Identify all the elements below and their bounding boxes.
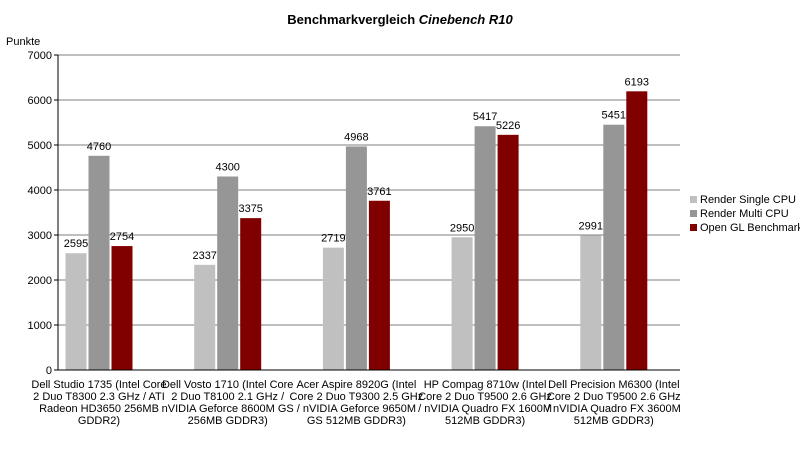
y-tick-label: 1000 bbox=[28, 320, 52, 332]
bar bbox=[111, 246, 133, 370]
value-label: 4968 bbox=[344, 131, 368, 143]
bar bbox=[580, 235, 602, 370]
chart-title: Benchmarkvergleich Cinebench R10 bbox=[287, 12, 513, 27]
x-tick-label: 2 Duo T8300 2.3 GHz / ATI bbox=[33, 391, 165, 403]
bar bbox=[474, 126, 496, 370]
legend-swatch bbox=[690, 210, 697, 217]
x-tick-label: nVIDIA Geforce 8600M GS bbox=[162, 403, 294, 415]
value-label: 6193 bbox=[625, 76, 649, 88]
x-tick-label: Dell Precision M6300 (Intel bbox=[548, 379, 679, 391]
x-tick-label: GDDR2) bbox=[78, 415, 120, 427]
x-tick-label: Dell Vosto 1710 (Intel Core bbox=[162, 379, 293, 391]
value-label: 5226 bbox=[496, 120, 520, 132]
y-tick-label: 5000 bbox=[28, 140, 52, 152]
legend-label: Render Single CPU bbox=[700, 194, 796, 206]
legend-label: Render Multi CPU bbox=[700, 208, 789, 220]
value-label: 2754 bbox=[110, 231, 134, 243]
legend-swatch bbox=[690, 224, 697, 231]
x-tick-label: Core 2 Duo T9500 2.6 GHz bbox=[418, 391, 552, 403]
title-italic: Cinebench R10 bbox=[419, 12, 514, 27]
bar bbox=[451, 237, 473, 370]
value-label: 2719 bbox=[321, 233, 345, 245]
x-tick-label: 256MB GDDR3) bbox=[188, 415, 268, 427]
value-label: 4760 bbox=[87, 141, 111, 153]
x-tick-label: / nVIDIA Geforce 9650M bbox=[297, 403, 416, 415]
value-label: 4300 bbox=[215, 162, 239, 174]
value-label: 2950 bbox=[450, 222, 474, 234]
bar bbox=[240, 218, 262, 370]
x-tick-label: Acer Aspire 8920G (Intel bbox=[296, 379, 416, 391]
bar bbox=[65, 253, 87, 370]
value-label: 2337 bbox=[192, 250, 216, 262]
x-tick-label: / nVIDIA Quadro FX 3600M bbox=[547, 403, 681, 415]
value-label: 3761 bbox=[367, 186, 391, 198]
x-tick-label: HP Compag 8710w (Intel bbox=[424, 379, 547, 391]
y-tick-label: 2000 bbox=[28, 275, 52, 287]
bar bbox=[368, 200, 390, 370]
value-label: 2991 bbox=[579, 220, 603, 232]
x-tick-label: Core 2 Duo T9300 2.5 GHz bbox=[290, 391, 424, 403]
x-tick-label: / nVIDIA Quadro FX 1600M bbox=[418, 403, 552, 415]
x-tick-label: Core 2 Duo T9500 2.6 GHz bbox=[547, 391, 681, 403]
value-label: 5417 bbox=[473, 111, 497, 123]
x-tick-label: 512MB GDDR3) bbox=[574, 415, 654, 427]
y-tick-label: 6000 bbox=[28, 95, 52, 107]
bar bbox=[88, 155, 110, 370]
value-label: 5451 bbox=[602, 110, 626, 122]
y-axis-label: Punkte bbox=[6, 36, 40, 48]
bar bbox=[497, 134, 519, 370]
y-tick-label: 7000 bbox=[28, 50, 52, 62]
x-tick-label: Radeon HD3650 256MB bbox=[39, 403, 159, 415]
bar bbox=[194, 264, 216, 370]
y-tick-label: 0 bbox=[46, 365, 52, 377]
bar bbox=[217, 176, 239, 370]
bar bbox=[345, 146, 367, 370]
x-tick-label: GS 512MB GDDR3) bbox=[307, 415, 406, 427]
legend-swatch bbox=[690, 196, 697, 203]
bar bbox=[322, 247, 344, 370]
x-tick-label: 512MB GDDR3) bbox=[445, 415, 525, 427]
x-tick-label: Dell Studio 1735 (Intel Core bbox=[31, 379, 166, 391]
title-main: Benchmarkvergleich bbox=[287, 12, 415, 27]
value-label: 2595 bbox=[64, 238, 88, 250]
y-tick-label: 4000 bbox=[28, 185, 52, 197]
y-tick-label: 3000 bbox=[28, 230, 52, 242]
legend-label: Open GL Benchmark bbox=[700, 222, 800, 234]
bar bbox=[603, 124, 625, 370]
x-tick-label: 2 Duo T8100 2.1 GHz / bbox=[171, 391, 285, 403]
bar bbox=[626, 91, 648, 370]
value-label: 3375 bbox=[238, 203, 262, 215]
